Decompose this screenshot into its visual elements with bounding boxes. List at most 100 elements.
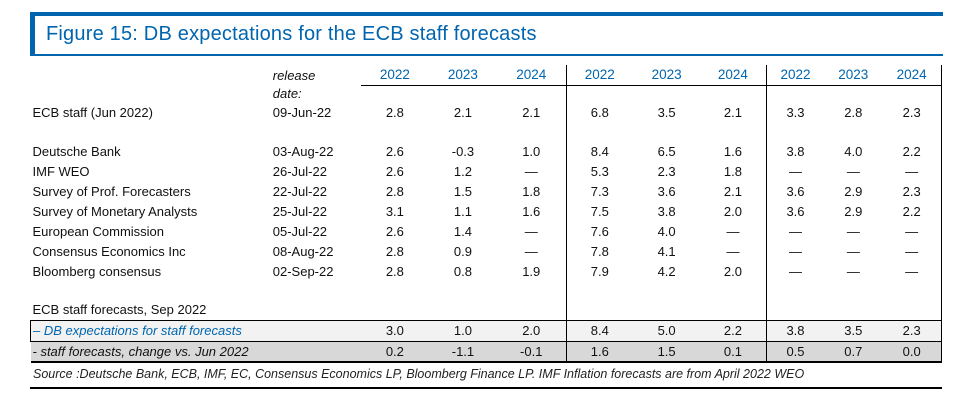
figure-title: Figure 15: DB expectations for the ECB s… bbox=[46, 23, 537, 45]
value-cell: 1.8 bbox=[700, 161, 767, 181]
figure-title-block: Figure 15: DB expectations for the ECB s… bbox=[30, 12, 943, 56]
value-cell: — bbox=[882, 221, 943, 241]
year-header: 2024 bbox=[882, 65, 943, 86]
spacer-row bbox=[31, 122, 943, 141]
value-cell: 6.5 bbox=[657, 143, 676, 159]
value-cell: 3.5 bbox=[824, 319, 883, 342]
value-cell: 2.3 bbox=[882, 102, 943, 122]
value-cell: 3.8 bbox=[657, 203, 676, 219]
value-cell: 0.1 bbox=[700, 341, 767, 363]
row-label: ECB staff (Jun 2022) bbox=[32, 104, 153, 120]
value-cell: 4.0 bbox=[844, 143, 863, 159]
value-cell: 1.8 bbox=[496, 181, 567, 201]
value-cell: 7.9 bbox=[590, 263, 609, 279]
value-cell: 0.2 bbox=[360, 341, 429, 363]
section-label: ECB staff forecasts, Sep 2022 bbox=[32, 302, 207, 318]
release-date-cell: 25-Jul-22 bbox=[272, 203, 327, 219]
year-header: 2023 bbox=[824, 65, 883, 86]
value-cell: 7.5 bbox=[590, 203, 609, 219]
value-cell: — bbox=[496, 221, 567, 241]
value-cell: — bbox=[882, 261, 943, 281]
value-cell: — bbox=[882, 161, 943, 181]
value-cell: — bbox=[846, 223, 860, 239]
table-row: Deutsche Bank 03-Aug-22 2.6 -0.3 1.0 8.4… bbox=[31, 141, 943, 161]
value-cell: 2.2 bbox=[882, 141, 943, 161]
value-cell: 2.9 bbox=[844, 203, 863, 219]
value-cell: — bbox=[882, 241, 943, 261]
value-cell: — bbox=[700, 241, 767, 261]
row-label: – DB expectations for staff forecasts bbox=[29, 319, 271, 342]
table-row: Bloomberg consensus 02-Sep-22 2.8 0.8 1.… bbox=[31, 261, 943, 281]
value-cell: — bbox=[846, 163, 860, 179]
value-cell: 2.3 bbox=[882, 319, 943, 342]
value-cell: 2.2 bbox=[882, 201, 943, 221]
date-header-row: date: bbox=[31, 85, 943, 102]
value-cell: 2.8 bbox=[385, 263, 404, 279]
value-cell: 0.9 bbox=[453, 243, 472, 259]
value-cell: 3.6 bbox=[786, 203, 805, 219]
value-cell: 4.0 bbox=[657, 223, 676, 239]
value-cell: — bbox=[789, 223, 802, 239]
value-cell: 1.9 bbox=[496, 261, 567, 281]
value-cell: 7.6 bbox=[590, 223, 609, 239]
value-cell: 1.0 bbox=[496, 141, 567, 161]
value-cell: 7.8 bbox=[590, 243, 609, 259]
value-cell: -0.1 bbox=[496, 341, 567, 363]
value-cell: — bbox=[496, 241, 567, 261]
value-cell: — bbox=[789, 263, 802, 279]
spacer-row bbox=[31, 281, 943, 300]
value-cell: 1.5 bbox=[633, 341, 701, 363]
table-row: Survey of Monetary Analysts 25-Jul-22 3.… bbox=[31, 201, 943, 221]
value-cell: 1.6 bbox=[566, 341, 634, 363]
value-cell: 4.2 bbox=[657, 263, 676, 279]
row-label: - staff forecasts, change vs. Jun 2022 bbox=[30, 341, 271, 363]
forecast-table: release 2022 2023 2024 2022 2023 2024 20… bbox=[29, 65, 943, 363]
change-row: - staff forecasts, change vs. Jun 2022 0… bbox=[30, 341, 943, 363]
table-row: IMF WEO 26-Jul-22 2.6 1.2 — 5.3 2.3 1.8 … bbox=[31, 161, 943, 181]
release-date-cell: 03-Aug-22 bbox=[272, 143, 334, 159]
value-cell: 2.8 bbox=[385, 104, 404, 120]
release-date-cell: 05-Jul-22 bbox=[272, 223, 327, 239]
value-cell: — bbox=[789, 243, 802, 259]
year-header: 2024 bbox=[700, 65, 767, 86]
value-cell: 2.0 bbox=[700, 261, 767, 281]
year-header: 2022 bbox=[360, 65, 429, 86]
table-row: Survey of Prof. Forecasters 22-Jul-22 2.… bbox=[31, 181, 943, 201]
value-cell: 3.0 bbox=[360, 319, 429, 342]
value-cell: 5.0 bbox=[633, 319, 701, 342]
value-cell: 8.4 bbox=[590, 143, 609, 159]
source-note: Source :Deutsche Bank, ECB, IMF, EC, Con… bbox=[30, 363, 942, 389]
value-cell: 8.4 bbox=[566, 319, 634, 342]
value-cell: 4.1 bbox=[657, 243, 676, 259]
row-label: Survey of Monetary Analysts bbox=[32, 203, 198, 219]
value-cell: 2.3 bbox=[882, 181, 943, 201]
row-label: Bloomberg consensus bbox=[32, 263, 162, 279]
value-cell: 2.1 bbox=[700, 181, 767, 201]
value-cell: 3.6 bbox=[657, 183, 676, 199]
table-row: ECB staff (Jun 2022) 09-Jun-22 2.8 2.1 2… bbox=[31, 102, 943, 122]
value-cell: 2.6 bbox=[385, 163, 404, 179]
value-cell: — bbox=[496, 161, 567, 181]
value-cell: 2.2 bbox=[700, 319, 767, 342]
value-cell: — bbox=[700, 221, 767, 241]
value-cell: 2.9 bbox=[844, 183, 863, 199]
value-cell: 1.0 bbox=[428, 319, 497, 342]
value-cell: 2.3 bbox=[657, 163, 676, 179]
value-cell: 1.6 bbox=[496, 201, 567, 221]
table-row: Consensus Economics Inc 08-Aug-22 2.8 0.… bbox=[31, 241, 943, 261]
value-cell: 1.5 bbox=[453, 183, 472, 199]
value-cell: 2.8 bbox=[844, 104, 863, 120]
value-cell: 2.8 bbox=[385, 243, 404, 259]
value-cell: 1.4 bbox=[453, 223, 472, 239]
release-date-cell: 08-Aug-22 bbox=[272, 243, 334, 259]
value-cell: -1.1 bbox=[428, 341, 497, 363]
release-date-cell: 22-Jul-22 bbox=[272, 183, 327, 199]
row-label: IMF WEO bbox=[32, 163, 90, 179]
value-cell: 1.2 bbox=[453, 163, 472, 179]
year-header: 2023 bbox=[633, 65, 701, 86]
value-cell: 2.8 bbox=[385, 183, 404, 199]
row-label: Deutsche Bank bbox=[32, 143, 121, 159]
value-cell: 3.8 bbox=[766, 319, 825, 342]
row-label: Survey of Prof. Forecasters bbox=[32, 183, 191, 199]
